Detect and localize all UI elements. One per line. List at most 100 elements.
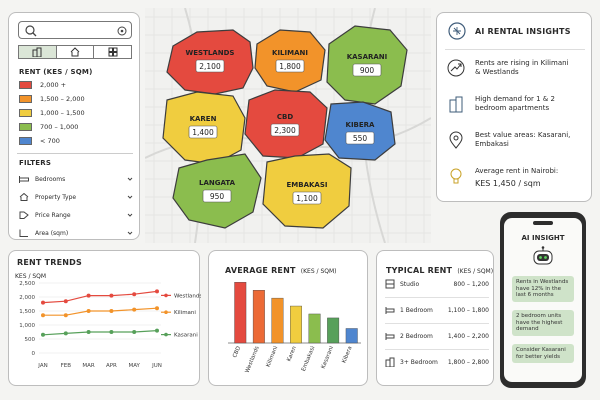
category-label: Kasarani bbox=[321, 345, 336, 370]
trend-up-icon bbox=[447, 59, 465, 77]
filter-bedrooms[interactable]: Bedrooms bbox=[19, 173, 133, 185]
grid-icon bbox=[108, 47, 118, 57]
data-point bbox=[132, 330, 137, 334]
bed-icon bbox=[385, 333, 395, 340]
y-tick-label: 1,000 bbox=[19, 323, 35, 329]
legend-label: Kasarani bbox=[174, 333, 198, 339]
insight-message: Rents in Westlands have 12% in the last … bbox=[512, 276, 574, 302]
phone-screen: AI INSIGHT Rents in Westlands have 12% i… bbox=[504, 218, 582, 382]
category-label: Westlands bbox=[245, 345, 261, 374]
chevron-down-icon bbox=[127, 177, 133, 181]
legend-label: 1,500 – 2,000 bbox=[40, 95, 85, 103]
filter-area[interactable]: Area (sqm) bbox=[19, 227, 133, 239]
region-name: KILIMANI bbox=[272, 49, 308, 57]
data-point bbox=[63, 313, 68, 318]
data-point bbox=[109, 309, 114, 313]
unit-type: 3+ Bedroom bbox=[400, 358, 438, 366]
bed-icon bbox=[19, 176, 29, 183]
data-point bbox=[41, 300, 45, 305]
search-input[interactable] bbox=[18, 21, 132, 39]
data-point bbox=[41, 313, 45, 318]
region-name: CBD bbox=[277, 113, 293, 121]
region-name: KIBERA bbox=[346, 121, 376, 129]
series-line bbox=[43, 307, 158, 316]
building-icon bbox=[385, 357, 395, 367]
region-name: KASARANI bbox=[347, 53, 388, 61]
legend-label: 1,000 – 1,500 bbox=[40, 109, 85, 117]
data-point bbox=[63, 331, 68, 336]
region-value: 1,400 bbox=[192, 128, 214, 137]
bar bbox=[271, 297, 284, 344]
region-embakasi[interactable] bbox=[262, 153, 352, 229]
legend-swatch bbox=[19, 109, 32, 117]
data-point bbox=[41, 332, 45, 337]
x-tick-label: JUN bbox=[151, 363, 162, 369]
divider bbox=[385, 297, 489, 298]
legend-label: Kilimani bbox=[174, 310, 196, 316]
legend-swatch bbox=[19, 123, 32, 131]
region-name: EMBAKASI bbox=[287, 181, 328, 189]
region-name: LANGATA bbox=[199, 179, 236, 187]
x-tick-label: MAY bbox=[128, 363, 140, 369]
data-point bbox=[86, 293, 91, 298]
bar bbox=[308, 313, 321, 344]
unit-type: Studio bbox=[400, 280, 420, 288]
insight-item: Best value areas: Kasarani, Embakasi bbox=[447, 131, 575, 149]
region-value: 900 bbox=[360, 66, 375, 75]
data-point bbox=[109, 293, 114, 298]
data-point bbox=[86, 330, 91, 334]
rent-range: 800 – 1,200 bbox=[453, 280, 489, 288]
unit-type: 2 Bedroom bbox=[400, 332, 433, 340]
region-value: 550 bbox=[353, 134, 368, 143]
phone-title: AI INSIGHT bbox=[521, 234, 565, 242]
region-value: 1,100 bbox=[296, 194, 318, 203]
region-value-box bbox=[345, 131, 375, 145]
bar bbox=[327, 317, 340, 344]
filter-price-range[interactable]: Price Range bbox=[19, 209, 133, 221]
legend-item: 700 – 1,000 bbox=[19, 123, 78, 131]
data-point bbox=[63, 299, 68, 304]
ai-brain-icon bbox=[448, 22, 466, 40]
category-label: CBD bbox=[232, 346, 242, 359]
grid-view-tab[interactable] bbox=[94, 46, 131, 58]
y-tick-label: 2,500 bbox=[19, 281, 35, 287]
legend-label: 2,000 + bbox=[40, 81, 67, 89]
typical-row: 3+ Bedroom 1,800 – 2,800 bbox=[385, 357, 489, 367]
series-line bbox=[42, 330, 158, 336]
typical-title: TYPICAL RENT bbox=[386, 266, 453, 275]
trends-title: RENT TRENDS bbox=[17, 258, 82, 267]
home-icon bbox=[70, 47, 80, 57]
x-tick-label: MAR bbox=[82, 363, 95, 369]
insights-title: AI RENTAL INSIGHTS bbox=[475, 27, 571, 36]
data-point bbox=[155, 289, 159, 294]
data-point bbox=[132, 307, 137, 312]
insight-message: 2 bedroom units have the highest demand bbox=[512, 310, 574, 336]
divider bbox=[17, 153, 133, 154]
legend-marker bbox=[164, 310, 168, 314]
region-value: 2,100 bbox=[199, 62, 221, 71]
search-icon bbox=[25, 25, 127, 37]
region-value-box bbox=[202, 189, 232, 203]
legend-swatch bbox=[19, 81, 32, 89]
rent-map: WESTLANDS 2,100 KILIMANI 1,800 KASARANI 900 KA… bbox=[145, 8, 431, 243]
category-label: Embakasi bbox=[301, 345, 317, 372]
x-tick-label: APR bbox=[106, 363, 117, 369]
filter-property-type[interactable]: Property Type bbox=[19, 191, 133, 203]
map-view-tab[interactable] bbox=[19, 46, 57, 58]
insight-item: High demand for 1 & 2 bedroom apartments bbox=[447, 95, 579, 113]
region-value-box bbox=[270, 123, 300, 137]
data-point bbox=[155, 306, 159, 311]
divider bbox=[445, 49, 585, 50]
region-value: 1,800 bbox=[279, 62, 301, 71]
home-icon bbox=[19, 193, 29, 201]
typical-row: 1 Bedroom 1,100 – 1,800 bbox=[385, 305, 489, 315]
region-value-box bbox=[188, 125, 218, 139]
home-view-tab[interactable] bbox=[57, 46, 95, 58]
region-kibera[interactable] bbox=[324, 101, 396, 161]
data-point bbox=[86, 309, 91, 313]
view-tabs bbox=[18, 45, 132, 59]
insight-message: Consider Kasarani for better yields bbox=[512, 344, 574, 363]
rent-range: 1,100 – 1,800 bbox=[447, 306, 489, 314]
building-icon bbox=[449, 96, 463, 113]
legend-title: RENT (KES / SQM) bbox=[19, 68, 93, 76]
